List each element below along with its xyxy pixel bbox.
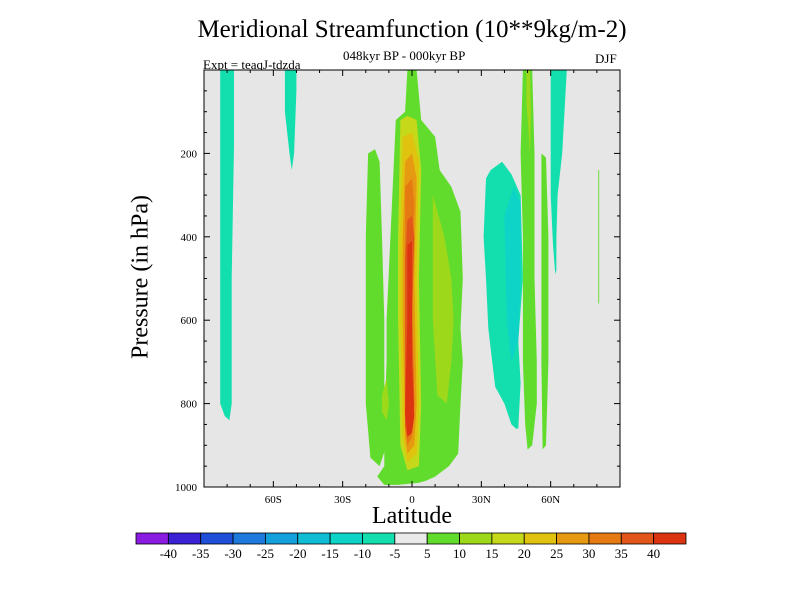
colorbar-box [653,532,687,545]
contour-region [550,70,567,275]
plot-area [204,70,620,487]
axes: 200 400 600 800 1000 60S 30S 0 30N 60N [175,69,621,506]
x-tick-label: 30N [472,494,491,506]
x-tick-label: 60S [265,494,282,506]
colorbar-label: 20 [518,546,531,561]
colorbar-label: 15 [485,546,498,561]
y-tick-label: 1000 [175,482,198,494]
colorbar-label: 35 [615,546,628,561]
colorbar-label: 30 [582,546,595,561]
colorbar-label: -20 [289,546,306,561]
colorbar-box [588,532,622,545]
colorbar-label: 40 [647,546,660,561]
colorbar-label: -40 [160,546,177,561]
colorbar-label: 10 [453,546,466,561]
contour-region [365,149,387,467]
y-tick-label: 400 [181,232,198,244]
colorbar-box [265,532,299,545]
colorbar-box [620,532,655,545]
contour-region [526,70,531,154]
contour-region [598,170,600,304]
colorbar-box [297,532,331,545]
colorbar-box [426,532,460,545]
colorbar-label: -15 [321,546,338,561]
colorbar-box [329,532,363,545]
x-axis-label: Latitude [372,503,452,529]
colorbar-box [167,532,202,545]
colorbar-label: -30 [224,546,241,561]
contour-region [432,195,454,404]
contour-region [504,186,521,362]
y-tick-label: 800 [181,399,198,411]
season-label: DJF [595,51,617,66]
x-tick-label: 60N [541,494,560,506]
chart-subtitle: 048kyr BP - 000kyr BP [343,48,466,63]
contour-region [405,241,415,437]
colorbar-box [459,532,493,545]
colorbar-box [362,532,396,545]
colorbar-box [556,532,590,545]
contour-region [520,70,537,450]
x-tick-label: 0 [409,494,415,506]
colorbar: -40 -35 -30 -25 -20 -15 -10 -5 5 10 15 20 25 30 35 40 [135,532,687,561]
colorbar-box [135,532,169,545]
colorbar-label: -10 [354,546,371,561]
experiment-label: Expt = teaqJ-tdzda [203,57,301,72]
colorbar-label: -25 [257,546,274,561]
colorbar-box [394,532,428,545]
y-tick-label: 600 [181,315,198,327]
contour-region [541,153,549,450]
contour-region [382,378,389,421]
colorbar-box [232,532,266,545]
y-tick-label: 200 [181,148,198,160]
contour-region [284,70,297,171]
x-tick-label: 30S [334,494,351,506]
colorbar-label: 25 [550,546,563,561]
colorbar-box [200,532,234,545]
colorbar-label: -5 [389,546,400,561]
colorbar-box [491,532,525,545]
chart-title: Meridional Streamfunction (10**9kg/m-2) [197,16,627,43]
colorbar-box [523,532,557,545]
colorbar-label: 5 [424,546,431,561]
contour-region [220,70,234,421]
colorbar-label: -35 [192,546,209,561]
